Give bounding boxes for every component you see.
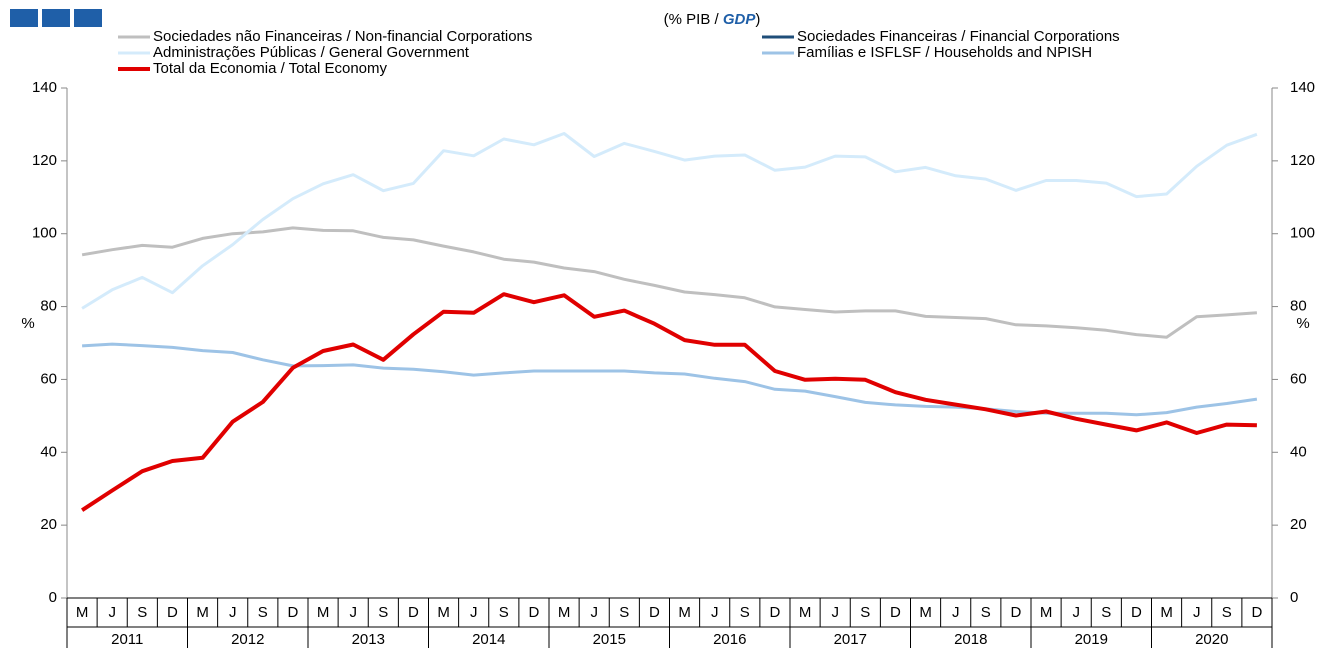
x-tick-label: D (408, 604, 419, 621)
y-tick-label: 140 (32, 79, 57, 96)
x-tick-label: D (770, 604, 781, 621)
x-tick-label: J (229, 604, 237, 621)
subtitle: (% PIB / GDP) (664, 11, 761, 28)
y2-axis-label: % (1296, 315, 1309, 332)
x-tick-label: J (349, 604, 357, 621)
x-tick-label: M (437, 604, 450, 621)
x-tick-label: S (860, 604, 870, 621)
x-tick-label: J (1193, 604, 1201, 621)
subtitle-part: GDP (723, 11, 757, 28)
year-label: 2020 (1195, 631, 1228, 648)
y2-tick-label: 20 (1290, 516, 1307, 533)
x-tick-label: J (711, 604, 719, 621)
x-tick-label: D (1011, 604, 1022, 621)
x-tick-label: S (1101, 604, 1111, 621)
legend-label: Administrações Públicas / General Govern… (153, 44, 470, 61)
x-tick-label: S (137, 604, 147, 621)
series-line (81, 132, 1258, 310)
x-tick-label: J (831, 604, 839, 621)
y2-tick-label: 0 (1290, 589, 1298, 606)
logo-block (74, 9, 102, 27)
series-line (81, 292, 1257, 512)
x-tick-label: J (108, 604, 116, 621)
x-tick-label: S (1222, 604, 1232, 621)
x-tick-label: J (1072, 604, 1080, 621)
x-tick-label: M (76, 604, 89, 621)
y2-tick-label: 80 (1290, 298, 1307, 315)
x-tick-label: S (740, 604, 750, 621)
y2-tick-label: 140 (1290, 79, 1315, 96)
y-tick-label: 100 (32, 225, 57, 242)
logo-block (42, 9, 70, 27)
x-tick-label: D (1252, 604, 1263, 621)
y-tick-label: 120 (32, 152, 57, 169)
x-tick-label: S (619, 604, 629, 621)
year-label: 2016 (713, 631, 746, 648)
series-line (81, 226, 1258, 339)
y2-tick-label: 100 (1290, 225, 1315, 242)
x-tick-label: S (258, 604, 268, 621)
x-tick-label: M (196, 604, 209, 621)
legend-label: Sociedades Financeiras / Financial Corpo… (797, 28, 1120, 45)
year-label: 2015 (593, 631, 626, 648)
year-label: 2012 (231, 631, 264, 648)
x-tick-label: M (678, 604, 691, 621)
x-tick-label: M (1040, 604, 1053, 621)
x-tick-label: D (890, 604, 901, 621)
y-tick-label: 40 (40, 443, 57, 460)
year-label: 2018 (954, 631, 987, 648)
x-tick-label: M (317, 604, 330, 621)
year-label: 2011 (111, 631, 143, 648)
x-tick-label: S (981, 604, 991, 621)
legend-label: Total da Economia / Total Economy (153, 60, 388, 77)
x-tick-label: M (1160, 604, 1173, 621)
y2-tick-label: 60 (1290, 370, 1307, 387)
y-tick-label: 0 (49, 589, 57, 606)
subtitle-part: ) (755, 11, 760, 28)
year-label: 2013 (352, 631, 385, 648)
x-tick-label: D (1131, 604, 1142, 621)
y2-tick-label: 120 (1290, 152, 1315, 169)
legend-label: Sociedades não Financeiras / Non-financi… (153, 28, 532, 45)
x-tick-label: D (649, 604, 660, 621)
logo-block (10, 9, 38, 27)
legend-label: Famílias e ISFLSF / Households and NPISH (797, 44, 1092, 61)
y2-tick-label: 40 (1290, 443, 1307, 460)
x-tick-label: M (558, 604, 571, 621)
x-tick-label: S (499, 604, 509, 621)
year-label: 2017 (834, 631, 867, 648)
x-tick-label: D (288, 604, 299, 621)
subtitle-part: (% PIB / (664, 11, 723, 28)
x-tick-label: D (529, 604, 540, 621)
y-tick-label: 60 (40, 370, 57, 387)
y-axis-label: % (21, 315, 34, 332)
year-label: 2014 (472, 631, 505, 648)
x-tick-label: M (919, 604, 932, 621)
year-label: 2019 (1075, 631, 1108, 648)
x-tick-label: S (378, 604, 388, 621)
x-tick-label: D (167, 604, 178, 621)
x-tick-label: M (799, 604, 812, 621)
x-tick-label: J (952, 604, 960, 621)
y-tick-label: 80 (40, 298, 57, 315)
y-tick-label: 20 (40, 516, 57, 533)
x-tick-label: J (590, 604, 598, 621)
x-tick-label: J (470, 604, 478, 621)
